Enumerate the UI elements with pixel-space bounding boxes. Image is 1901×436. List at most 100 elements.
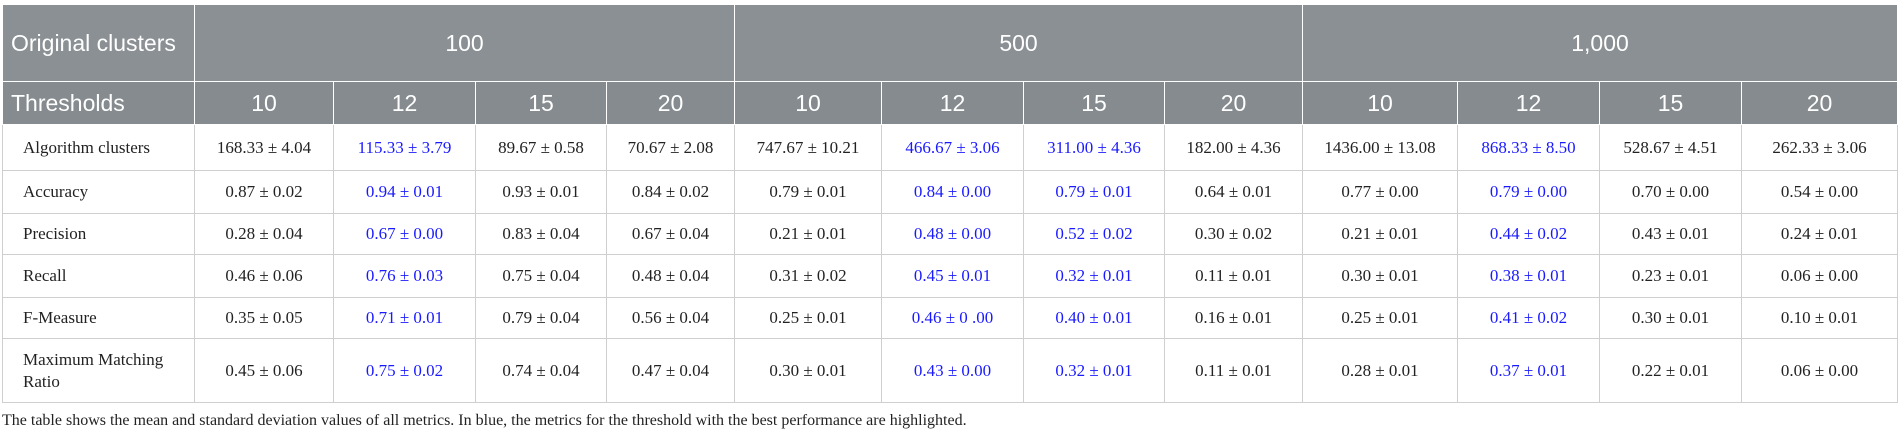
table-cell: 0.28 ± 0.04	[194, 213, 334, 255]
threshold-header: 12	[881, 81, 1024, 125]
row-label: Algorithm clusters	[2, 124, 195, 171]
table-cell: 0.64 ± 0.01	[1164, 170, 1303, 214]
group-header: 500	[734, 4, 1303, 82]
table-cell: 0.94 ± 0.01	[333, 170, 476, 214]
table-cell: 0.37 ± 0.01	[1457, 338, 1600, 403]
table-cell: 0.35 ± 0.05	[194, 297, 334, 339]
row-label: Maximum Matching Ratio	[2, 338, 195, 403]
threshold-header: 15	[475, 81, 607, 125]
table-cell: 0.32 ± 0.01	[1023, 338, 1165, 403]
table-cell: 0.41 ± 0.02	[1457, 297, 1600, 339]
table-cell: 115.33 ± 3.79	[333, 124, 476, 171]
group-header: 100	[194, 4, 735, 82]
table-cell: 0.79 ± 0.01	[1023, 170, 1165, 214]
table-cell: 0.46 ± 0.06	[194, 254, 334, 298]
table-cell: 0.84 ± 0.00	[881, 170, 1024, 214]
table-row: Precision 0.28 ± 0.04 0.67 ± 0.00 0.83 ± 0.…	[2, 213, 1898, 255]
table-cell: 0.24 ± 0.01	[1741, 213, 1898, 255]
table-cell: 528.67 ± 4.51	[1599, 124, 1742, 171]
table-cell: 262.33 ± 3.06	[1741, 124, 1898, 171]
table-cell: 0.79 ± 0.04	[475, 297, 607, 339]
threshold-header: 10	[194, 81, 334, 125]
table-cell: 0.84 ± 0.02	[606, 170, 735, 214]
threshold-header: 12	[1457, 81, 1600, 125]
table-cell: 0.31 ± 0.02	[734, 254, 882, 298]
table-cell: 0.74 ± 0.04	[475, 338, 607, 403]
table-cell: 0.21 ± 0.01	[734, 213, 882, 255]
table-cell: 0.23 ± 0.01	[1599, 254, 1742, 298]
table-cell: 0.11 ± 0.01	[1164, 254, 1303, 298]
table-cell: 0.21 ± 0.01	[1302, 213, 1458, 255]
table-cell: 0.56 ± 0.04	[606, 297, 735, 339]
table-cell: 0.47 ± 0.04	[606, 338, 735, 403]
table-cell: 0.70 ± 0.00	[1599, 170, 1742, 214]
table-cell: 0.83 ± 0.04	[475, 213, 607, 255]
table-cell: 0.16 ± 0.01	[1164, 297, 1303, 339]
threshold-header: 20	[1741, 81, 1898, 125]
table-cell: 0.77 ± 0.00	[1302, 170, 1458, 214]
table-cell: 0.87 ± 0.02	[194, 170, 334, 214]
table-cell: 0.11 ± 0.01	[1164, 338, 1303, 403]
threshold-header: 20	[1164, 81, 1303, 125]
table-cell: 0.54 ± 0.00	[1741, 170, 1898, 214]
table-cell: 0.30 ± 0.01	[734, 338, 882, 403]
table-cell: 868.33 ± 8.50	[1457, 124, 1600, 171]
table-cell: 0.40 ± 0.01	[1023, 297, 1165, 339]
table-cell: 0.25 ± 0.01	[1302, 297, 1458, 339]
threshold-header: 10	[1302, 81, 1458, 125]
table-row: Algorithm clusters 168.33 ± 4.04 115.33 ± …	[2, 124, 1898, 171]
table-cell: 0.48 ± 0.00	[881, 213, 1024, 255]
threshold-header: 20	[606, 81, 735, 125]
table-cell: 0.67 ± 0.00	[333, 213, 476, 255]
row-label: Accuracy	[2, 170, 195, 214]
table-cell: 0.43 ± 0.00	[881, 338, 1024, 403]
table-row: F-Measure 0.35 ± 0.05 0.71 ± 0.01 0.79 ± 0.…	[2, 297, 1898, 339]
threshold-header: 10	[734, 81, 882, 125]
table-cell: 0.38 ± 0.01	[1457, 254, 1600, 298]
table-cell: 89.67 ± 0.58	[475, 124, 607, 171]
table-cell: 0.44 ± 0.02	[1457, 213, 1600, 255]
table-cell: 0.45 ± 0.06	[194, 338, 334, 403]
table-cell: 0.79 ± 0.01	[734, 170, 882, 214]
table-row: Recall 0.46 ± 0.06 0.76 ± 0.03 0.75 ± 0.04 0…	[2, 254, 1898, 298]
table-cell: 0.30 ± 0.01	[1302, 254, 1458, 298]
row-label: Recall	[2, 254, 195, 298]
table-cell: 0.06 ± 0.00	[1741, 254, 1898, 298]
table-cell: 0.22 ± 0.01	[1599, 338, 1742, 403]
table-cell: 0.46 ± 0 .00	[881, 297, 1024, 339]
table-cell: 182.00 ± 4.36	[1164, 124, 1303, 171]
table-cell: 311.00 ± 4.36	[1023, 124, 1165, 171]
table-cell: 466.67 ± 3.06	[881, 124, 1024, 171]
footnote: The table shows the mean and standard de…	[2, 412, 967, 429]
table-cell: 0.79 ± 0.00	[1457, 170, 1600, 214]
row-label: F-Measure	[2, 297, 195, 339]
table-cell: 0.71 ± 0.01	[333, 297, 476, 339]
row-label: Precision	[2, 213, 195, 255]
group-header: 1,000	[1302, 4, 1898, 82]
threshold-header: 12	[333, 81, 476, 125]
table-cell: 0.76 ± 0.03	[333, 254, 476, 298]
table-cell: 0.52 ± 0.02	[1023, 213, 1165, 255]
header-row: Original clusters 100 500 1,000	[2, 4, 1898, 82]
header-cell: Thresholds	[2, 81, 195, 125]
table-cell: 0.75 ± 0.04	[475, 254, 607, 298]
header-cell: Original clusters	[2, 4, 195, 82]
table-cell: 0.32 ± 0.01	[1023, 254, 1165, 298]
table-cell: 0.45 ± 0.01	[881, 254, 1024, 298]
table-row: Maximum Matching Ratio 0.45 ± 0.06 0.75 ± …	[2, 338, 1898, 403]
table-cell: 747.67 ± 10.21	[734, 124, 882, 171]
table-row: Accuracy 0.87 ± 0.02 0.94 ± 0.01 0.93 ± 0.0…	[2, 170, 1898, 214]
table-cell: 0.10 ± 0.01	[1741, 297, 1898, 339]
threshold-header: 15	[1599, 81, 1742, 125]
table-cell: 0.06 ± 0.00	[1741, 338, 1898, 403]
table-cell: 168.33 ± 4.04	[194, 124, 334, 171]
threshold-header: 15	[1023, 81, 1165, 125]
table-cell: 0.25 ± 0.01	[734, 297, 882, 339]
table-cell: 70.67 ± 2.08	[606, 124, 735, 171]
header-row: Thresholds 10 12 15 20 10 12 15 20 10 12 15 20	[2, 81, 1898, 125]
table-cell: 0.75 ± 0.02	[333, 338, 476, 403]
results-table: Original clusters 100 500 1,000 Thresholds…	[2, 4, 1898, 403]
table-cell: 0.28 ± 0.01	[1302, 338, 1458, 403]
table-cell: 0.48 ± 0.04	[606, 254, 735, 298]
